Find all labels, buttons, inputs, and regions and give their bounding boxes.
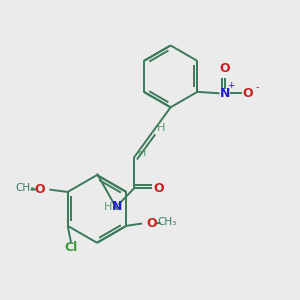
Text: -: - — [255, 82, 259, 92]
Text: CH₃: CH₃ — [15, 183, 34, 193]
Text: O: O — [146, 217, 157, 230]
Text: H: H — [104, 202, 113, 212]
Text: H: H — [138, 148, 146, 158]
Text: O: O — [35, 183, 45, 196]
Text: H: H — [156, 123, 165, 133]
Text: +: + — [227, 81, 235, 90]
Text: O: O — [242, 87, 253, 100]
Text: Cl: Cl — [64, 242, 78, 254]
Text: CH₃: CH₃ — [157, 217, 176, 227]
Text: O: O — [220, 62, 230, 75]
Text: O: O — [154, 182, 164, 195]
Text: N: N — [220, 87, 230, 100]
Text: N: N — [112, 200, 122, 213]
